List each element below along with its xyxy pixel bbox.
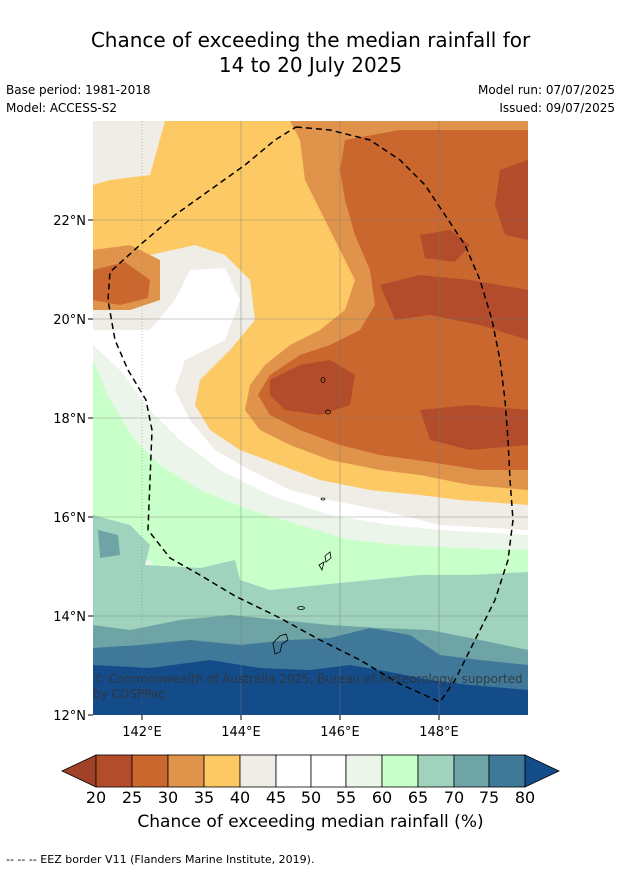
eez-border (107, 126, 514, 703)
colorbar-tick: 65 (408, 788, 428, 807)
colorbar-cell (453, 754, 490, 788)
colorbar-cell (310, 754, 347, 788)
colorbar-cell (131, 754, 169, 788)
lat-tick-label: 22°N (53, 214, 86, 229)
island-outline (297, 606, 305, 610)
colorbar-cell (167, 754, 205, 788)
tick-marks (88, 219, 440, 720)
colorbar-tick: 20 (86, 788, 106, 807)
colorbar-cell (203, 754, 241, 788)
colorbar-tick: 55 (336, 788, 356, 807)
lat-tick-label: 14°N (53, 610, 86, 625)
graticule (93, 121, 528, 715)
colorbar-tick: 80 (515, 788, 535, 807)
lat-tick-label: 20°N (53, 313, 86, 328)
colorbar-tick: 35 (194, 788, 214, 807)
colorbar-cell (381, 754, 419, 788)
region-20-25-e (420, 230, 470, 262)
islands (272, 377, 332, 655)
island-outline (320, 497, 326, 501)
rainfall-map (93, 121, 528, 715)
colorbar (61, 754, 560, 788)
region-20-25-d (420, 405, 528, 450)
map-title: Chance of exceeding the median rainfall … (0, 28, 621, 78)
lat-tick-label: 12°N (53, 709, 86, 724)
colorbar-tick: 40 (230, 788, 250, 807)
colorbar-cell (95, 754, 133, 788)
colorbar-cell (275, 754, 312, 788)
island-guam (272, 633, 289, 655)
region-20-25-c (270, 360, 355, 415)
island-outline (318, 561, 325, 572)
island-outline (324, 551, 332, 563)
model-run: Model run: 07/07/2025 (477, 83, 615, 97)
lon-tick-label: 142°E (122, 725, 162, 740)
model-name: Model: ACCESS-S2 (6, 101, 118, 115)
island-outline (325, 409, 331, 415)
eez-footnote: -- -- -- EEZ border V11 (Flanders Marine… (6, 853, 315, 866)
issued-date: Issued: 09/07/2025 (499, 101, 615, 115)
colorbar-tick: 50 (301, 788, 321, 807)
colorbar-title: Chance of exceeding median rainfall (%) (137, 812, 484, 832)
colorbar-over-arrow (524, 754, 560, 788)
region-over-80 (93, 660, 528, 715)
colorbar-cell (488, 754, 526, 788)
lon-tick-label: 144°E (221, 725, 261, 740)
colorbar-labels: 20 25 30 35 40 45 50 55 60 65 70 75 80 (86, 788, 535, 807)
region-20-25-b (380, 275, 528, 340)
lon-tick-label: 146°E (320, 725, 360, 740)
colorbar-tick: 45 (266, 788, 286, 807)
lat-tick-label: 16°N (53, 511, 86, 526)
meta-right: Model run: 07/07/2025 Issued: 09/07/2025 (478, 81, 615, 117)
title-line-1: Chance of exceeding the median rainfall … (90, 28, 531, 52)
meta-left: Base period: 1981-2018 Model: ACCESS-S2 (6, 81, 151, 117)
colorbar-tick: 30 (158, 788, 178, 807)
lat-tick-label: 18°N (53, 412, 86, 427)
island-outline (320, 377, 326, 383)
colorbar-tick: 60 (372, 788, 392, 807)
colorbar-cell (417, 754, 455, 788)
colorbar-tick: 75 (479, 788, 499, 807)
colorbar-tick: 70 (444, 788, 464, 807)
region-70-75-west (98, 530, 120, 558)
copyright-notice: © Commonwealth of Australia 2025, Bureau… (93, 672, 523, 701)
colorbar-cell (345, 754, 383, 788)
base-period: Base period: 1981-2018 (6, 83, 151, 97)
colorbar-cell (239, 754, 277, 788)
lon-tick-label: 148°E (419, 725, 459, 740)
region-25-30-west (93, 262, 150, 305)
colorbar-tick: 25 (122, 788, 142, 807)
title-line-2: 14 to 20 July 2025 (218, 53, 403, 77)
colorbar-under-arrow (61, 754, 97, 788)
